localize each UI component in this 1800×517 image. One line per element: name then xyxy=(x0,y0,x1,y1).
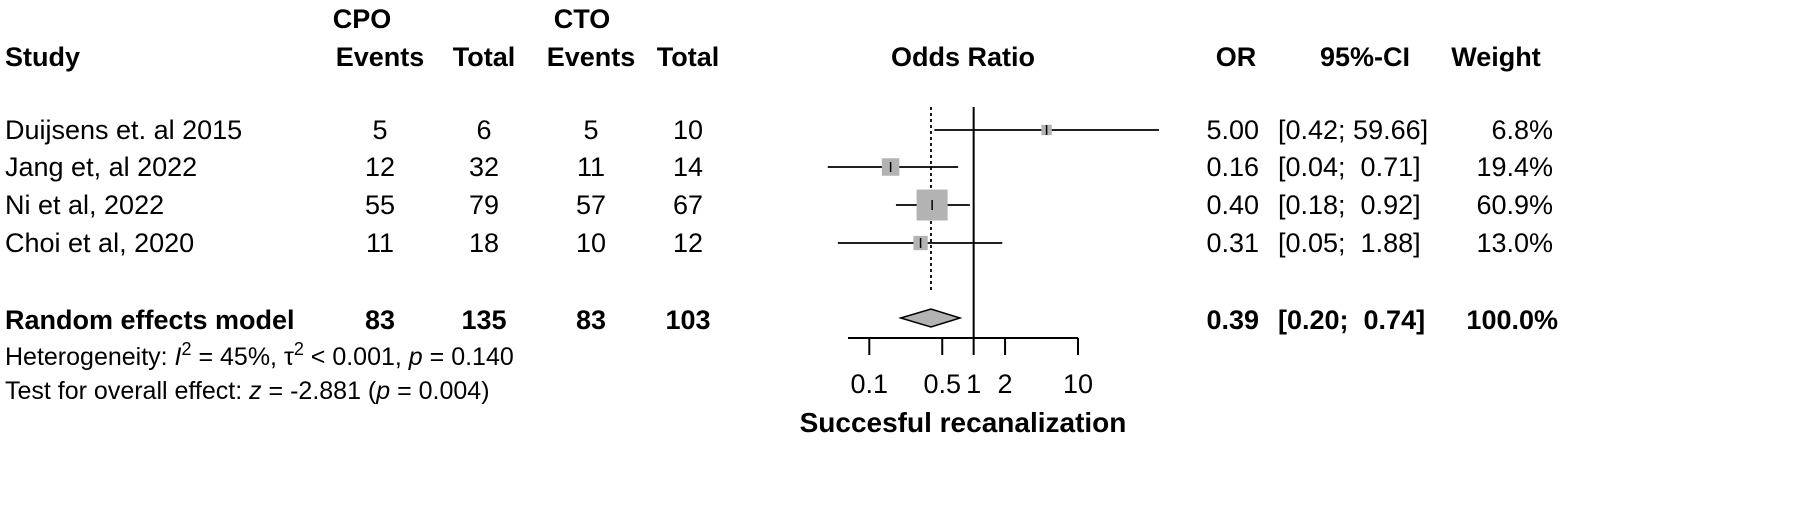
total2-cell: 10 xyxy=(672,115,704,145)
weight-cell: 19.4% xyxy=(1476,152,1553,182)
events1-column-header: Events xyxy=(335,42,425,72)
weight-cell: 60.9% xyxy=(1476,190,1553,220)
x-tick-label: 10 xyxy=(1063,369,1093,399)
study-name: Jang et, al 2022 xyxy=(5,152,198,182)
total1-cell: 79 xyxy=(468,190,500,220)
ci-cell: [0.42; 59.66] xyxy=(1278,115,1429,145)
x-axis-title: Succesful recanalization xyxy=(800,407,1127,438)
total1-cell: 18 xyxy=(468,228,500,258)
events1-cell: 11 xyxy=(365,228,395,258)
model-name: Random effects model xyxy=(5,305,295,335)
total2-cell: 67 xyxy=(672,190,704,220)
group1-header: CPO xyxy=(332,4,392,34)
pooled-effect-diamond xyxy=(898,308,963,328)
weight-column-header: Weight xyxy=(1451,42,1541,72)
or-cell: 0.16 xyxy=(1206,152,1259,182)
total1-cell: 6 xyxy=(476,115,492,145)
heterogeneity-stats: Heterogeneity: I2 = 45%, τ2 < 0.001, p =… xyxy=(5,339,514,371)
ci-cell: [0.18; 0.92] xyxy=(1278,190,1421,220)
events1-cell: 5 xyxy=(372,115,388,145)
weight-cell: 100.0% xyxy=(1466,305,1558,335)
weight-cell: 13.0% xyxy=(1476,228,1553,258)
events2-cell: 5 xyxy=(583,115,599,145)
overall-effect-test: Test for overall effect: z = -2.881 (p =… xyxy=(5,377,490,405)
study-column-header: Study xyxy=(5,42,81,72)
ci-column-header: 95%-CI xyxy=(1319,42,1411,72)
events2-cell: 57 xyxy=(575,190,607,220)
events2-cell: 11 xyxy=(576,152,606,182)
x-tick-label: 1 xyxy=(966,369,981,399)
total1-cell: 32 xyxy=(468,152,500,182)
events2-column-header: Events xyxy=(546,42,636,72)
events1-cell: 83 xyxy=(364,305,396,335)
events2-cell: 10 xyxy=(575,228,607,258)
or-cell: 0.40 xyxy=(1206,190,1259,220)
ci-cell: [0.04; 0.71] xyxy=(1278,152,1421,182)
ci-cell: [0.20; 0.74] xyxy=(1278,305,1426,335)
total2-column-header: Total xyxy=(656,42,720,72)
events1-cell: 55 xyxy=(364,190,396,220)
weight-cell: 6.8% xyxy=(1491,115,1553,145)
total1-cell: 135 xyxy=(461,305,507,335)
total1-column-header: Total xyxy=(452,42,516,72)
or-cell: 0.31 xyxy=(1206,228,1259,258)
total2-cell: 103 xyxy=(665,305,711,335)
group2-header: CTO xyxy=(553,4,611,34)
study-name: Ni et al, 2022 xyxy=(5,190,165,220)
x-tick-label: 2 xyxy=(998,369,1013,399)
or-cell: 5.00 xyxy=(1206,115,1259,145)
x-tick-label: 0.5 xyxy=(923,369,961,399)
odds-ratio-column-header: Odds Ratio xyxy=(890,42,1036,72)
ci-cell: [0.05; 1.88] xyxy=(1278,228,1421,258)
total2-cell: 14 xyxy=(672,152,704,182)
or-cell: 0.39 xyxy=(1206,305,1259,335)
events1-cell: 12 xyxy=(364,152,396,182)
total2-cell: 12 xyxy=(672,228,704,258)
study-name: Choi et al, 2020 xyxy=(5,228,195,258)
or-column-header: OR xyxy=(1215,42,1257,72)
events2-cell: 83 xyxy=(575,305,607,335)
x-tick-label: 0.1 xyxy=(851,369,889,399)
study-name: Duijsens et. al 2015 xyxy=(5,115,243,145)
